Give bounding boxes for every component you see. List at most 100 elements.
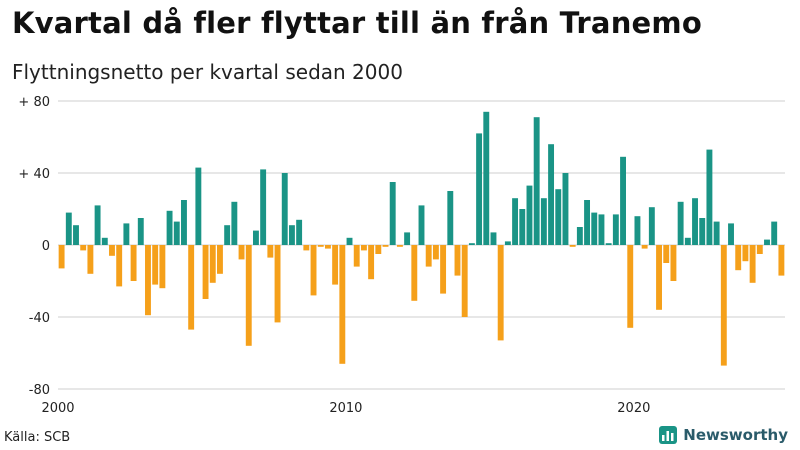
bar bbox=[764, 239, 770, 245]
bar bbox=[224, 225, 231, 245]
brand-logo: Newsworthy bbox=[659, 426, 788, 444]
bar bbox=[627, 245, 634, 328]
bar bbox=[461, 245, 468, 317]
y-tick-label: -40 bbox=[29, 311, 50, 326]
bar bbox=[65, 212, 72, 245]
bar bbox=[670, 245, 677, 281]
y-tick-label: + 80 bbox=[18, 95, 50, 110]
bar bbox=[411, 245, 418, 301]
bar bbox=[576, 227, 583, 245]
bar bbox=[173, 221, 180, 245]
bar bbox=[360, 245, 367, 251]
bar bbox=[188, 245, 195, 330]
bar bbox=[231, 201, 238, 245]
bar bbox=[346, 237, 353, 245]
bar bbox=[274, 245, 281, 323]
bar bbox=[591, 212, 598, 245]
bar bbox=[562, 173, 569, 245]
bar bbox=[303, 245, 310, 251]
bar bbox=[245, 245, 252, 346]
bar bbox=[771, 221, 778, 245]
bar bbox=[296, 219, 303, 245]
bar bbox=[332, 245, 339, 285]
bar bbox=[620, 156, 626, 245]
bar bbox=[353, 245, 360, 267]
bar bbox=[684, 237, 691, 245]
bar bbox=[634, 216, 641, 245]
bar bbox=[73, 225, 79, 245]
bar bbox=[584, 200, 591, 245]
bar bbox=[432, 245, 439, 260]
bar bbox=[512, 198, 519, 245]
bar bbox=[152, 245, 159, 285]
bar bbox=[612, 214, 619, 245]
bar bbox=[749, 245, 756, 283]
x-tick-label: 2000 bbox=[41, 401, 74, 416]
bar bbox=[720, 245, 727, 366]
y-tick-label: 0 bbox=[42, 239, 50, 254]
bar bbox=[663, 245, 670, 263]
bar bbox=[548, 144, 555, 245]
bar bbox=[569, 245, 576, 247]
bar bbox=[252, 230, 259, 245]
bar bbox=[58, 245, 65, 269]
bar bbox=[101, 237, 108, 245]
brand-name: Newsworthy bbox=[683, 426, 788, 444]
bar bbox=[476, 133, 483, 245]
bar bbox=[519, 209, 526, 245]
bar bbox=[778, 245, 785, 276]
bar bbox=[195, 167, 202, 245]
chart-title: Kvartal då fler flyttar till än från Tra… bbox=[12, 6, 702, 40]
bar bbox=[533, 117, 540, 245]
bar bbox=[130, 245, 137, 281]
bar bbox=[267, 245, 274, 258]
bar bbox=[389, 182, 396, 245]
bar bbox=[238, 245, 245, 260]
bar bbox=[706, 149, 713, 245]
bar bbox=[656, 245, 662, 310]
bar bbox=[260, 169, 267, 245]
bar bbox=[181, 200, 187, 245]
bar bbox=[396, 245, 403, 247]
x-tick-label: 2020 bbox=[617, 401, 650, 416]
bar bbox=[324, 245, 331, 249]
bar-chart: + 80 + 40 0 -40 -80 2000 2010 2020 bbox=[18, 95, 785, 416]
bar bbox=[713, 221, 720, 245]
bar bbox=[677, 201, 684, 245]
bar bbox=[87, 245, 94, 274]
bar bbox=[209, 245, 216, 283]
bar bbox=[540, 198, 547, 245]
bar bbox=[692, 198, 698, 245]
bar bbox=[137, 218, 144, 245]
bar bbox=[159, 245, 166, 289]
bar bbox=[425, 245, 432, 267]
bar bbox=[735, 245, 742, 271]
bar bbox=[728, 223, 734, 245]
bar bbox=[310, 245, 317, 296]
bar bbox=[404, 232, 411, 245]
bar bbox=[742, 245, 749, 262]
bar bbox=[94, 205, 101, 245]
bar bbox=[418, 205, 425, 245]
bar bbox=[109, 245, 115, 256]
bar bbox=[288, 225, 295, 245]
bar bbox=[145, 245, 151, 316]
bar bbox=[166, 210, 173, 245]
bar bbox=[468, 243, 475, 245]
bar bbox=[490, 232, 497, 245]
bar bbox=[454, 245, 461, 276]
bar bbox=[483, 111, 490, 245]
bar bbox=[375, 245, 382, 254]
bar bbox=[440, 245, 447, 294]
bar bbox=[339, 245, 346, 364]
y-tick-label: -80 bbox=[29, 383, 50, 398]
y-tick-label: + 40 bbox=[18, 167, 50, 182]
bar bbox=[598, 214, 605, 245]
bar bbox=[368, 245, 375, 280]
bar bbox=[382, 245, 389, 247]
bar bbox=[648, 207, 655, 245]
bar bbox=[605, 243, 612, 245]
bar bbox=[447, 191, 454, 245]
bar bbox=[497, 245, 504, 341]
bar bbox=[317, 245, 324, 247]
